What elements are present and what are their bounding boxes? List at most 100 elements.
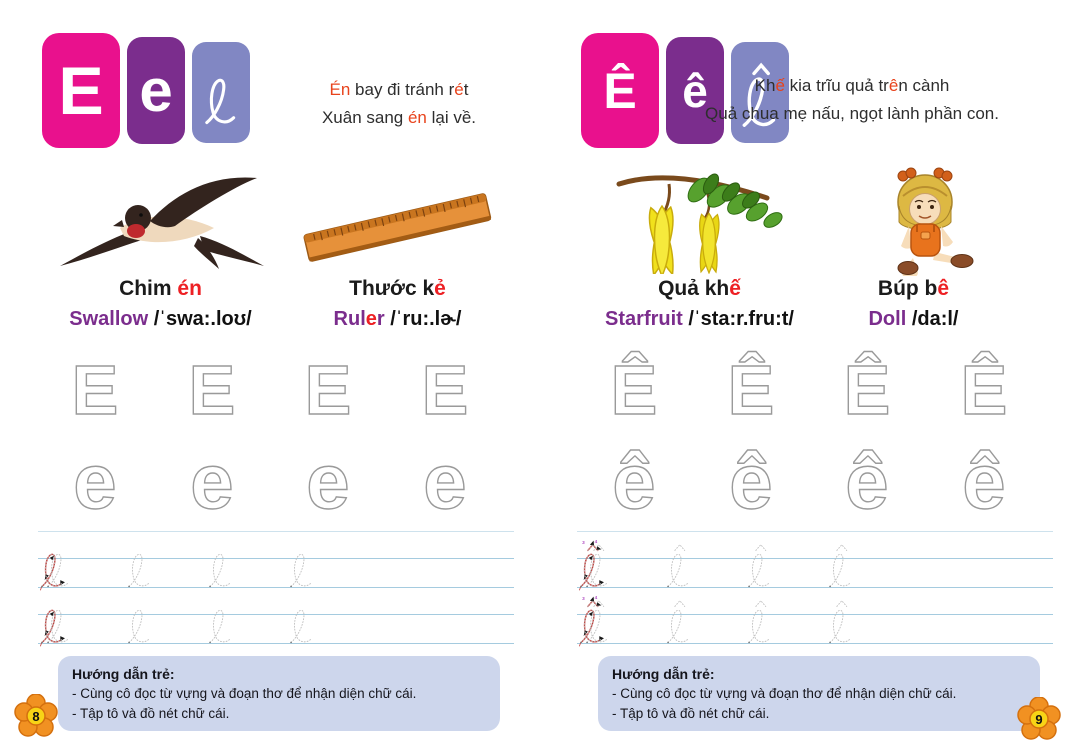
- english-word: Ruler /ˈru:.lɚ/: [333, 308, 462, 330]
- trace-row-uppercase[interactable]: Ê Ê Ê Ê: [589, 330, 1029, 426]
- ipa: /da:l/: [906, 308, 959, 330]
- trace-letter: ê: [962, 437, 1005, 520]
- writing-line: [577, 614, 1053, 615]
- trace-letter: Ê: [611, 350, 658, 426]
- word-label: Quả khế Starfruit /ˈsta:r.fru:t/: [577, 277, 822, 331]
- writing-line: [577, 643, 1053, 644]
- dotted-cursive-letter[interactable]: [125, 539, 155, 589]
- trace-letter: Ê: [961, 350, 1008, 426]
- dotted-cursive-letter[interactable]: [664, 595, 694, 645]
- trace-letter: ê: [846, 437, 889, 520]
- ruler-illustration: [303, 193, 492, 262]
- dotted-cursive-letter[interactable]: [125, 595, 155, 645]
- trace-letter: ê: [612, 437, 655, 520]
- dotted-cursive-letter[interactable]: [44, 595, 74, 645]
- dotted-cursive-letter[interactable]: [664, 539, 694, 589]
- letter-cards: E e: [42, 33, 250, 148]
- dotted-cursive-letter[interactable]: [826, 595, 856, 645]
- poem-line-1: Én bay đi tránh rét: [329, 80, 469, 99]
- dotted-cursive-letter[interactable]: [745, 539, 775, 589]
- trace-letter: E: [72, 351, 119, 426]
- svg-text:3: 3: [582, 540, 585, 545]
- word-label: Búp bê Doll /da:l/: [801, 277, 1026, 331]
- poem: Én bay đi tránh rét Xuân sang én lại về.: [283, 76, 515, 132]
- dotted-cursive-letter[interactable]: [826, 539, 856, 589]
- writing-line: [577, 587, 1053, 588]
- right-page: Ê ê Khế kia trĩu quả trên cành Quả chua …: [539, 0, 1077, 751]
- dotted-cursive-letter[interactable]: [206, 539, 236, 589]
- dotted-cursive-letter[interactable]: [287, 595, 317, 645]
- cursive-letter-card: [192, 42, 250, 143]
- writing-line: [38, 643, 514, 644]
- vietnamese-word: Quả khế: [658, 277, 741, 300]
- trace-letter: e: [73, 437, 116, 520]
- lowercase-letter-card: e: [127, 37, 185, 144]
- english-word: Swallow /ˈswa:.loʊ/: [69, 308, 252, 330]
- word-label: Chim én Swallow /ˈswa:.loʊ/: [38, 277, 283, 331]
- ipa: /ˈru:.lɚ/: [384, 308, 462, 330]
- guide-line: - Tập tô và đồ nét chữ cái.: [612, 705, 770, 721]
- practice-row[interactable]: [38, 598, 514, 662]
- guide-title: Hướng dẫn trẻ:: [72, 666, 175, 682]
- guide-line: [577, 531, 1053, 532]
- handwriting-practice[interactable]: [38, 528, 514, 658]
- dotted-cursive-letter[interactable]: [44, 539, 74, 589]
- page-number-flower: 8: [14, 694, 58, 737]
- trace-letter: e: [307, 437, 350, 520]
- word-label: Thước kẻ Ruler /ˈru:.lɚ/: [280, 277, 515, 331]
- ipa: /ˈswa:.loʊ/: [148, 308, 252, 330]
- trace-row-lowercase[interactable]: ê ê ê ê: [589, 424, 1029, 520]
- poem-line-2: Xuân sang én lại về.: [321, 108, 477, 128]
- vietnamese-word: Chim én: [119, 277, 202, 300]
- poem-line-2: Quả chua mẹ nấu, ngọt lành phần con.: [705, 104, 999, 124]
- page-number: 8: [32, 709, 39, 724]
- uppercase-letter-card: Ê: [581, 33, 659, 148]
- poem: Khế kia trĩu quả trên cành Quả chua mẹ n…: [687, 72, 1017, 128]
- poem-line-1: Khế kia trĩu quả trên cành: [754, 76, 950, 95]
- cursive-e-glyph: [205, 78, 235, 124]
- dotted-cursive-letter[interactable]: [583, 539, 613, 589]
- cursive-letter-card: [731, 42, 789, 143]
- practice-row[interactable]: [38, 542, 514, 606]
- lowercase-letter-card: ê: [666, 37, 724, 144]
- dotted-cursive-letter[interactable]: [745, 595, 775, 645]
- guide-line: - Cùng cô đọc từ vựng và đoạn thơ để nhậ…: [612, 686, 957, 702]
- trace-letter: E: [422, 351, 469, 426]
- uppercase-letter-card: E: [42, 33, 120, 148]
- svg-text:4: 4: [595, 595, 598, 600]
- vietnamese-word: Búp bê: [877, 277, 950, 300]
- dotted-cursive-letter[interactable]: [287, 539, 317, 589]
- trace-letter: e: [190, 437, 233, 520]
- left-page: E e Én bay đi tránh rét Xuân sang én lại…: [0, 0, 538, 751]
- dotted-cursive-letter[interactable]: [583, 595, 613, 645]
- writing-line: [38, 614, 514, 615]
- vietnamese-word: Thước kẻ: [349, 277, 446, 300]
- uppercase-letter: E: [58, 52, 104, 129]
- svg-text:4: 4: [595, 539, 598, 544]
- trace-row-lowercase[interactable]: e e e e: [50, 424, 490, 520]
- trace-letter: E: [188, 351, 235, 426]
- english-word: Starfruit /ˈsta:r.fru:t/: [605, 308, 794, 330]
- uppercase-letter: Ê: [603, 62, 637, 119]
- lowercase-letter: ê: [682, 64, 708, 117]
- swallow-illustration: [60, 177, 264, 269]
- guide-title: Hướng dẫn trẻ:: [612, 666, 715, 682]
- writing-line: [577, 558, 1053, 559]
- trace-letter: Ê: [727, 350, 774, 426]
- writing-line: [38, 587, 514, 588]
- trace-row-uppercase[interactable]: E E E E: [50, 330, 490, 426]
- dotted-cursive-letter[interactable]: [206, 595, 236, 645]
- trace-letter: Ê: [844, 350, 891, 426]
- page-number: 9: [1035, 712, 1042, 727]
- guide-line: - Cùng cô đọc từ vựng và đoạn thơ để nhậ…: [72, 686, 417, 702]
- teacher-guide-box: Hướng dẫn trẻ: - Cùng cô đọc từ vựng và …: [598, 656, 1040, 732]
- ipa: /ˈsta:r.fru:t/: [682, 308, 794, 330]
- teacher-guide-box: Hướng dẫn trẻ: - Cùng cô đọc từ vựng và …: [58, 656, 500, 732]
- english-word: Doll /da:l/: [868, 308, 959, 330]
